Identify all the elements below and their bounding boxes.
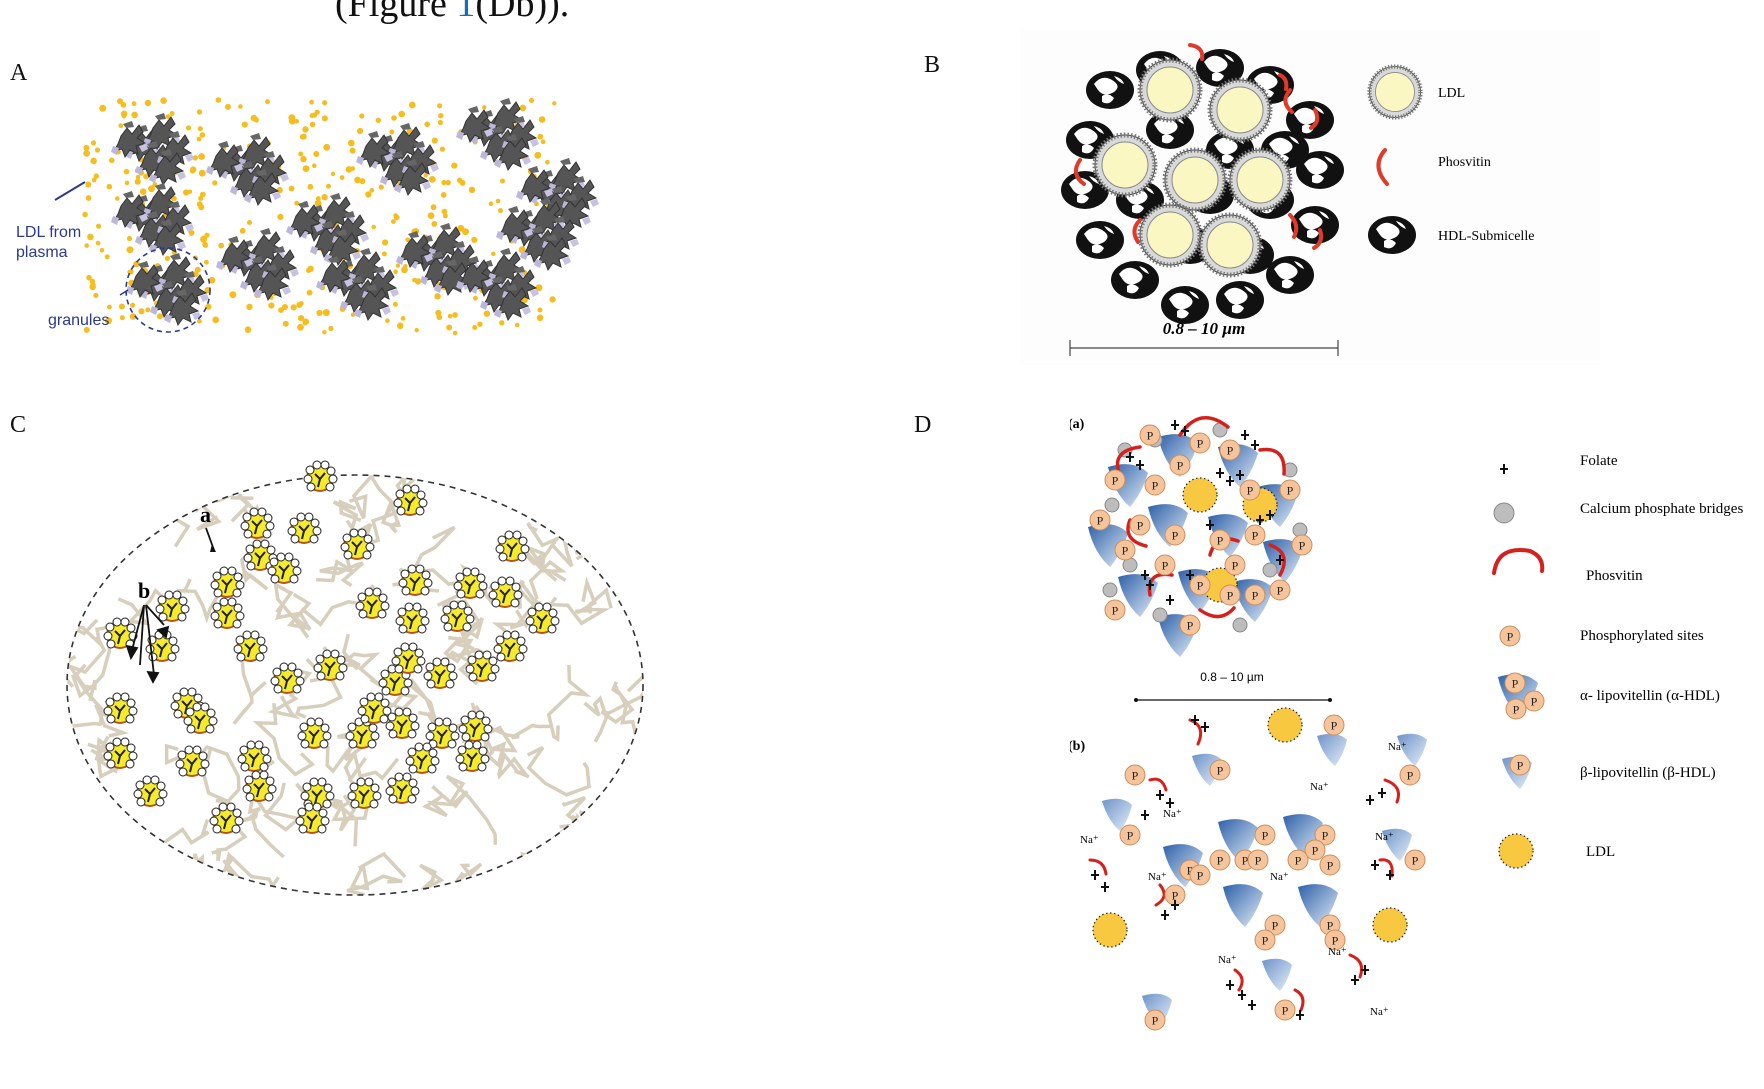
phosvitin-arcs: [1073, 43, 1324, 250]
panel-letter-c: C: [10, 412, 27, 438]
legend-d-alpha: α- lipovitellin (α-HDL): [1580, 688, 1720, 704]
legend-d-folate: Folate: [1580, 453, 1618, 469]
phosvitin-icon: [1376, 148, 1389, 186]
label-ldl-from-plasma: LDL from: [16, 224, 81, 241]
ion-label: Na⁺: [1370, 1006, 1389, 1018]
granule-aggregate: [1088, 416, 1313, 657]
ion-label: Na⁺: [1270, 871, 1289, 883]
beta-lipovitellin-icon: [1502, 754, 1532, 789]
scale-label-b: 0.8 – 10 µm: [1163, 319, 1246, 338]
phosphorylated-site-icon: [1499, 625, 1521, 647]
label-ldl-from-plasma-2: plasma: [16, 244, 68, 261]
ion-label: Na⁺: [1310, 781, 1329, 793]
ion-label: Na⁺: [1080, 834, 1099, 846]
sub-label-b: (b): [1070, 739, 1085, 754]
legend-d-p-sites: Phosphorylated sites: [1580, 628, 1704, 644]
caption-fragment: (Figure 1(Db)).: [335, 0, 569, 26]
lipoprotein-granules: [103, 460, 560, 835]
ldl-icon: [1370, 67, 1421, 118]
hdl-submicelle-icon: [1368, 216, 1416, 254]
phosvitin-icon: [1492, 548, 1545, 575]
ion-label: Na⁺: [1163, 808, 1182, 820]
ion-label: Na⁺: [1218, 954, 1237, 966]
granule-outline: [125, 247, 211, 333]
label-b: b: [138, 578, 150, 603]
figure-link[interactable]: 1: [456, 0, 476, 25]
ion-label: Na⁺: [1148, 871, 1167, 883]
ldl-icon: [1498, 833, 1534, 869]
legend-d-beta: β-lipovitellin (β-HDL): [1580, 765, 1716, 781]
alpha-lipovitellin-icon: [1498, 672, 1545, 720]
label-a: a: [200, 502, 211, 527]
dissociated-components: Na⁺ Na⁺ Na⁺ Na⁺ Na⁺ Na⁺ Na⁺ Na⁺ Na⁺ Na⁺: [1080, 707, 1427, 1031]
sub-label-a: (a): [1070, 417, 1085, 432]
legend-d-calcium: Calcium phosphate bridges: [1580, 501, 1743, 517]
panel-letter-a: A: [10, 60, 28, 86]
particle-boundary: [66, 474, 644, 896]
panel-b-diagram: 0.8 – 10 µm LDL Phosvitin HDL-Submicelle: [1020, 30, 1600, 365]
label-granules: granules: [48, 312, 109, 329]
legend-d-phosvitin: Phosvitin: [1586, 568, 1643, 584]
panel-letter-b: B: [924, 52, 941, 78]
legend-b-phosvitin: Phosvitin: [1438, 155, 1491, 170]
calcium-phosphate-icon: [1493, 502, 1515, 524]
legend-b-ldl: LDL: [1438, 86, 1465, 101]
panel-c-diagram: a b: [66, 460, 644, 896]
ion-label: Na⁺: [1388, 741, 1407, 753]
ion-label: Na⁺: [1328, 946, 1347, 958]
granule-clusters: [111, 98, 599, 325]
legend-d-ldl: LDL: [1586, 844, 1615, 860]
legend-b: LDL Phosvitin HDL-Submicelle: [1368, 67, 1534, 254]
legend-d: Folate Calcium phosphate bridges Phosvit…: [1492, 453, 1743, 869]
folate-icon: [1499, 463, 1509, 475]
panel-d-diagram: P (a): [1070, 416, 1743, 1031]
panel-letter-d: D: [914, 412, 932, 438]
scale-label-d: 0.8 – 10 µm: [1200, 670, 1264, 684]
legend-b-hdl: HDL-Submicelle: [1438, 229, 1534, 244]
panel-a-diagram: LDL from plasma granules: [16, 97, 640, 336]
ion-label: Na⁺: [1375, 831, 1394, 843]
